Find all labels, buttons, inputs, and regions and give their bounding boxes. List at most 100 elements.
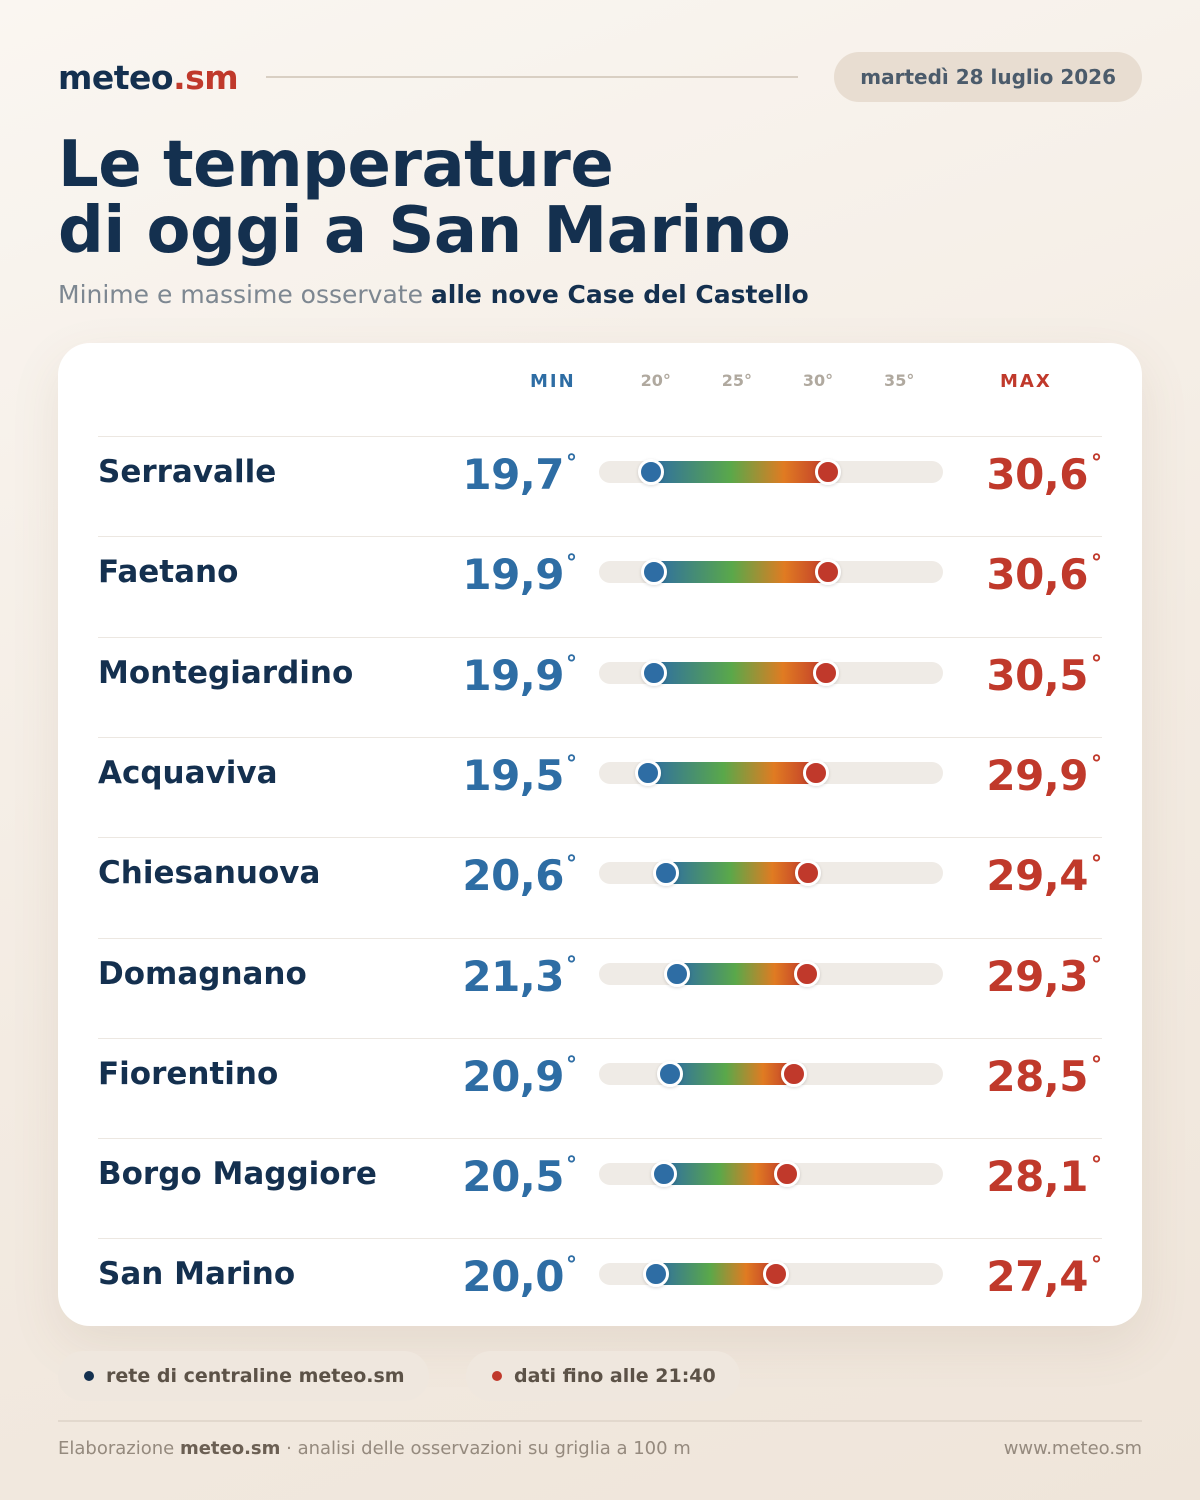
- max-temperature-value: 30,6: [986, 550, 1088, 600]
- max-point: [814, 559, 841, 586]
- update-bullet-icon: [492, 1371, 502, 1381]
- max-point: [793, 960, 820, 987]
- max-degree-symbol: °: [1091, 551, 1102, 577]
- min-point: [634, 759, 661, 786]
- update-chip-label: dati fino alle 21:40: [514, 1365, 716, 1387]
- source-chip-label: rete di centraline meteo.sm: [106, 1365, 405, 1387]
- min-temperature-value: 19,7: [462, 450, 564, 499]
- axis-tick-label: 35°: [884, 371, 915, 390]
- max-temperature-value: 29,4: [986, 851, 1088, 901]
- max-temperature-value: 29,3: [986, 951, 1088, 1001]
- max-degree-symbol: °: [1091, 1253, 1102, 1279]
- min-temperature-value: 19,5: [462, 750, 564, 800]
- min-point: [642, 1261, 669, 1288]
- page-subtitle: Minime e massime osservate alle nove Cas…: [58, 280, 809, 309]
- max-point: [814, 459, 841, 485]
- location-name: San Marino: [98, 1256, 296, 1293]
- table-row: Fiorentino 20,9 ° 28,5 °: [98, 1037, 1102, 1139]
- range-bar: [647, 761, 817, 784]
- table-row: San Marino 20,0 ° 27,4 °: [98, 1238, 1102, 1339]
- max-degree-symbol: °: [1091, 852, 1102, 878]
- range-track: [599, 459, 943, 485]
- max-temperature-value: 28,5: [986, 1051, 1088, 1101]
- min-degree-symbol: °: [566, 551, 577, 577]
- min-temperature-value: 21,3: [462, 951, 564, 1001]
- range-track: [599, 960, 943, 987]
- min-point: [657, 1060, 684, 1087]
- location-name: Domagnano: [98, 955, 307, 992]
- range-bar: [655, 1263, 776, 1286]
- range-bar: [650, 461, 828, 483]
- max-point: [762, 1261, 789, 1288]
- range-bar: [670, 1062, 794, 1085]
- min-degree-symbol: °: [566, 1253, 577, 1279]
- footer-prefix: Elaborazione: [58, 1438, 180, 1459]
- max-degree-symbol: °: [1091, 451, 1102, 476]
- title-line-2: di oggi a San Marino: [58, 194, 791, 268]
- column-header-min: MIN: [530, 371, 576, 392]
- max-point: [813, 659, 840, 686]
- date-badge: martedì 28 luglio 2026: [834, 52, 1142, 102]
- table-row: Faetano 19,9 ° 30,6 °: [98, 536, 1102, 637]
- min-temperature-value: 20,9: [462, 1051, 564, 1101]
- min-degree-symbol: °: [566, 751, 577, 777]
- max-degree-symbol: °: [1091, 651, 1102, 677]
- location-name: Serravalle: [98, 454, 277, 490]
- max-degree-symbol: °: [1091, 1052, 1102, 1078]
- brand-logo[interactable]: meteo.sm: [58, 58, 239, 97]
- page-title: Le temperature di oggi a San Marino: [58, 128, 791, 268]
- range-track: [599, 659, 943, 686]
- range-track: [599, 759, 943, 786]
- range-bar: [676, 962, 807, 985]
- range-bar: [654, 561, 828, 584]
- brand-accent: .sm: [173, 58, 239, 97]
- source-bullet-icon: [84, 1371, 94, 1381]
- range-track: [599, 860, 943, 887]
- min-temperature-value: 19,9: [462, 650, 564, 700]
- subtitle-plain: Minime e massime osservate: [58, 280, 431, 309]
- range-track: [599, 1161, 943, 1188]
- footer-credit: Elaborazione meteo.sm · analisi delle os…: [58, 1438, 691, 1459]
- footer-website-link[interactable]: www.meteo.sm: [1003, 1438, 1142, 1459]
- column-header-max: MAX: [1000, 371, 1052, 392]
- table-row: Serravalle 19,7 ° 30,6 °: [98, 436, 1102, 537]
- footer-suffix: · analisi delle osservazioni su griglia …: [280, 1438, 691, 1459]
- range-track: [599, 559, 943, 586]
- max-temperature-value: 28,1: [986, 1152, 1088, 1202]
- location-name: Acquaviva: [98, 754, 278, 791]
- location-name: Montegiardino: [98, 654, 354, 691]
- min-point: [663, 960, 690, 987]
- location-name: Fiorentino: [98, 1055, 279, 1092]
- table-row: Domagnano 21,3 ° 29,3 °: [98, 937, 1102, 1039]
- max-temperature-value: 29,9: [986, 750, 1088, 800]
- subtitle-bold: alle nove Case del Castello: [430, 280, 809, 309]
- table-row: Borgo Maggiore 20,5 ° 28,1 °: [98, 1138, 1102, 1239]
- min-degree-symbol: °: [566, 852, 577, 878]
- max-point: [803, 759, 830, 786]
- max-temperature-value: 30,6: [986, 450, 1088, 499]
- max-point: [780, 1060, 807, 1087]
- min-degree-symbol: °: [566, 1153, 577, 1179]
- min-point: [641, 659, 668, 686]
- axis-tick-label: 20°: [640, 371, 671, 390]
- title-line-1: Le temperature: [58, 128, 614, 202]
- table-row: Chiesanuova 20,6 ° 29,4 °: [98, 837, 1102, 938]
- range-bar: [665, 862, 809, 885]
- range-track: [599, 1261, 943, 1288]
- table-row: Montegiardino 19,9 ° 30,5 °: [98, 636, 1102, 738]
- min-degree-symbol: °: [566, 451, 577, 476]
- max-point: [774, 1161, 801, 1188]
- min-temperature-value: 20,6: [462, 851, 564, 901]
- axis-tick-label: 30°: [802, 371, 834, 390]
- location-name: Faetano: [98, 554, 239, 591]
- min-point: [637, 459, 664, 485]
- max-degree-symbol: °: [1091, 1153, 1102, 1179]
- footer-divider: [58, 1420, 1142, 1422]
- range-bar: [654, 661, 827, 684]
- min-temperature-value: 20,0: [462, 1252, 564, 1302]
- min-point: [650, 1161, 677, 1188]
- min-temperature-value: 19,9: [462, 550, 564, 600]
- min-degree-symbol: °: [566, 1052, 577, 1078]
- temperature-card: MIN MAX 20° 25° 30° 35° Serravalle 19,7 ° 30,6 °…: [58, 343, 1142, 1326]
- max-point: [795, 860, 822, 887]
